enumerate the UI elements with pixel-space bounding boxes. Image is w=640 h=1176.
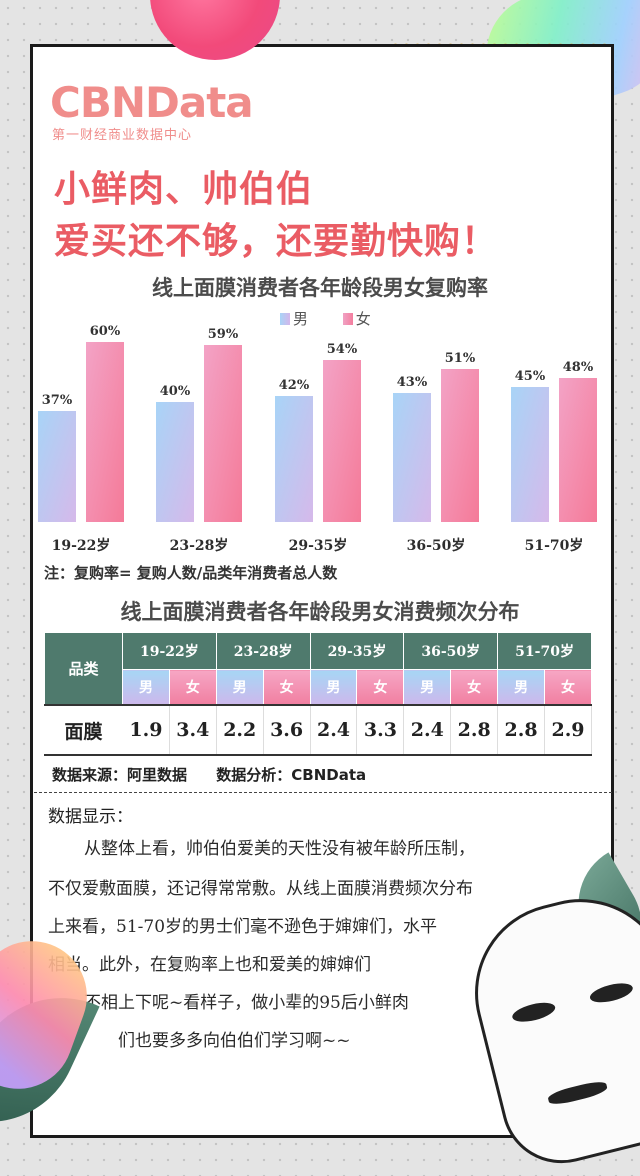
- bar-male-4: [393, 393, 431, 522]
- bar-female-5: [559, 378, 597, 522]
- legend-swatch-male: [280, 313, 290, 325]
- data-source: 数据来源：阿里数据: [52, 766, 188, 784]
- table-cell: 2.8: [497, 704, 546, 756]
- bar-value-label: 60%: [90, 324, 121, 339]
- table-cell: 3.6: [262, 704, 311, 756]
- table-title: 线上面膜消费者各年龄段男女消费频次分布: [120, 600, 520, 624]
- analysis-line: 从整体上看，帅伯伯爱美的天性没有被年龄所压制，: [84, 839, 475, 859]
- table-category-header: 品类: [44, 632, 123, 706]
- table-male-header: 男: [122, 669, 170, 706]
- bar-value-label: 43%: [397, 375, 428, 390]
- legend-male: 男: [280, 308, 308, 329]
- mask-mouth-icon: [546, 1078, 609, 1108]
- x-tick-label: 51-70岁: [525, 537, 584, 554]
- chart-legend: 男 女: [280, 308, 401, 329]
- analysis-line: 不相上下呢~看样子，做小辈的95后小鲜肉: [84, 993, 409, 1013]
- source-line: 数据来源：阿里数据 数据分析：CBNData: [52, 764, 390, 785]
- table-male-header: 男: [309, 669, 358, 706]
- analysis-line: 上来看，51-70岁的男士们毫不逊色于婶婶们，水平: [48, 917, 438, 937]
- legend-female: 女: [342, 308, 371, 329]
- legend-swatch-female: [342, 313, 353, 325]
- bar-female-2: [204, 345, 242, 522]
- bar-male-2: [156, 402, 194, 522]
- bar-value-label: 51%: [445, 351, 476, 366]
- table-cell: 1.9: [122, 704, 170, 756]
- table-cell: 2.2: [215, 704, 264, 756]
- headline-line-1: 小鲜肉、帅伯伯: [54, 169, 314, 210]
- table-cell: 2.9: [544, 704, 592, 756]
- x-tick-label: 23-28岁: [170, 537, 229, 554]
- bar-male-3: [275, 396, 313, 522]
- headline-line-2: 爱买还不够，还要勤快购！: [54, 221, 499, 262]
- mask-eye-icon: [510, 999, 558, 1026]
- bar-value-label: 59%: [208, 327, 239, 342]
- divider: [34, 792, 612, 793]
- bar-male-5: [511, 387, 549, 522]
- table-group-header: 19-22岁: [122, 632, 217, 670]
- repurchase-bar-chart: 37% 60% 19-22岁 40% 59% 23-28岁 42% 54% 29-35岁 43% 5…: [38, 324, 597, 554]
- analysis-line: 相当。此外，在复购率上也和爱美的婶婶们: [48, 955, 371, 975]
- table-group-header: 29-35岁: [309, 632, 405, 670]
- table-female-header: 女: [544, 669, 592, 706]
- chart-note: 注：复购率= 复购人数/品类年消费者总人数: [44, 564, 338, 582]
- chart-title: 线上面膜消费者各年龄段男女复购率: [152, 276, 488, 300]
- table-cell: 3.4: [168, 704, 217, 756]
- table-cell: 2.4: [403, 704, 452, 756]
- legend-female-label: 女: [355, 310, 371, 328]
- bar-female-1: [86, 342, 124, 522]
- bar-female-4: [441, 369, 479, 522]
- bar-female-3: [323, 360, 361, 522]
- data-analysis: 数据分析：CBNData: [216, 766, 367, 784]
- bar-value-label: 40%: [160, 384, 191, 399]
- table-row: 面膜 1.9 3.4 2.2 3.6 2.4 3.3 2.4 2.8 2.8 2…: [44, 704, 592, 756]
- bar-male-1: [38, 411, 76, 522]
- analysis-line: 们也要多多向伯伯们学习啊~~: [118, 1031, 351, 1051]
- table-female-header: 女: [356, 669, 405, 706]
- table-group-header: 36-50岁: [403, 632, 499, 670]
- x-tick-label: 19-22岁: [52, 537, 111, 554]
- analysis-title: 数据显示：: [48, 807, 133, 827]
- table-group-header: 23-28岁: [215, 632, 311, 670]
- table-cell: 2.8: [450, 704, 499, 756]
- table-cell: 2.4: [309, 704, 358, 756]
- x-tick-label: 36-50岁: [407, 537, 466, 554]
- table-row-label: 面膜: [44, 704, 123, 756]
- bar-value-label: 37%: [42, 393, 73, 408]
- table-group-header: 51-70岁: [497, 632, 592, 670]
- bar-value-label: 48%: [563, 360, 594, 375]
- mask-eye-icon: [588, 979, 635, 1006]
- legend-male-label: 男: [293, 310, 309, 328]
- brand-logo: CBNData: [50, 78, 254, 127]
- frequency-table: 品类 19-22岁 23-28岁 29-35岁 36-50岁 51-70岁 男 …: [44, 632, 592, 756]
- table-female-header: 女: [262, 669, 311, 706]
- bar-value-label: 54%: [327, 342, 358, 357]
- table-female-header: 女: [450, 669, 499, 706]
- table-male-header: 男: [497, 669, 546, 706]
- table-cell: 3.3: [356, 704, 405, 756]
- x-tick-label: 29-35岁: [289, 537, 348, 554]
- table-male-header: 男: [215, 669, 264, 706]
- table-female-header: 女: [168, 669, 217, 706]
- bar-value-label: 42%: [279, 378, 310, 393]
- table-male-header: 男: [403, 669, 452, 706]
- bar-value-label: 45%: [515, 369, 546, 384]
- analysis-line: 不仅爱敷面膜，还记得常常敷。从线上面膜消费频次分布: [48, 879, 473, 899]
- brand-tagline: 第一财经商业数据中心: [52, 128, 193, 143]
